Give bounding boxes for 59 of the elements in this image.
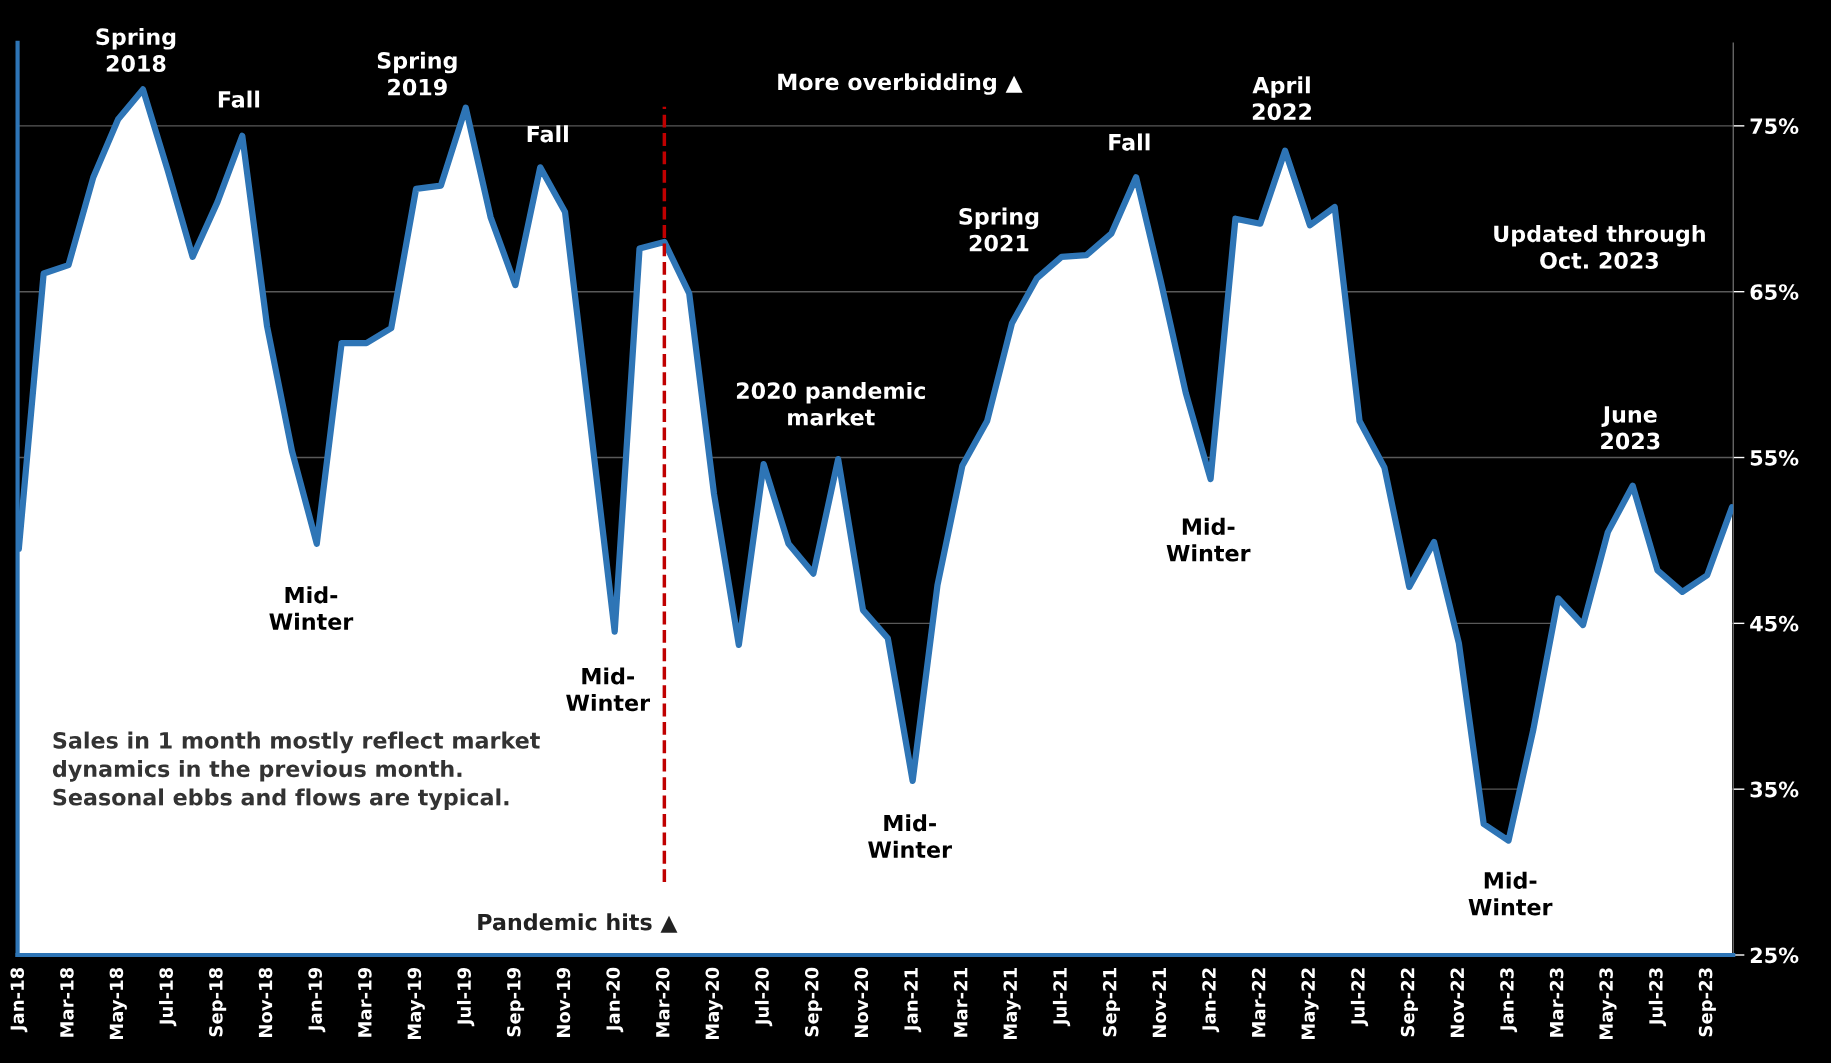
x-tick-label: Mar-20 bbox=[655, 967, 670, 1037]
x-tick-label: Jan-23 bbox=[1500, 968, 1518, 1033]
x-tick-label: Mar-22 bbox=[1251, 968, 1266, 1037]
x-tick-label: May-20 bbox=[705, 967, 723, 1040]
x-tick-label: Jul-20 bbox=[754, 967, 773, 1027]
x-tick-label: Jan-22 bbox=[1202, 968, 1220, 1033]
y-tick-label: 25% bbox=[1750, 947, 1799, 964]
annotation: More overbidding ▲ bbox=[778, 73, 1023, 95]
y-tick-label: 65% bbox=[1750, 284, 1799, 300]
x-tick-label: Nov-21 bbox=[1152, 968, 1167, 1038]
x-tick-label: May-22 bbox=[1301, 968, 1319, 1040]
x-tick-label: Sep-19 bbox=[506, 967, 525, 1037]
y-tick-label: 45% bbox=[1750, 615, 1799, 632]
x-tick-label: Nov-18 bbox=[258, 967, 273, 1038]
x-tick-label: Jan-21 bbox=[904, 968, 922, 1033]
x-tick-label: Sep-18 bbox=[209, 967, 227, 1037]
x-tick-label: Nov-19 bbox=[556, 967, 571, 1038]
x-tick-label: Jul-21 bbox=[1052, 968, 1071, 1027]
annotation: Fall bbox=[218, 90, 260, 108]
annotation: June 2023 bbox=[1601, 406, 1660, 450]
annotation: Sales in 1 month mostly reflect market dynamics in the previous month. Seasonal ebbs and flows are typical. bbox=[52, 731, 540, 811]
x-tick-label: Sep-21 bbox=[1102, 968, 1121, 1037]
annotation: Mid- Winter bbox=[868, 814, 952, 858]
x-tick-label: Jul-23 bbox=[1648, 968, 1667, 1027]
annotation: Mid- Winter bbox=[1166, 517, 1251, 562]
annotation: April 2022 bbox=[1252, 76, 1311, 121]
x-tick-label: Sep-20 bbox=[804, 967, 823, 1037]
x-tick-label: Jul-19 bbox=[456, 967, 475, 1027]
x-tick-label: Jul-18 bbox=[159, 967, 177, 1027]
annotation: Fall bbox=[527, 125, 568, 143]
x-tick-label: Mar-23 bbox=[1549, 968, 1564, 1037]
x-tick-label: Mar-21 bbox=[953, 968, 968, 1037]
x-tick-label: Jan-20 bbox=[606, 967, 624, 1033]
annotation: Fall bbox=[1109, 133, 1150, 151]
x-tick-label: May-21 bbox=[1003, 968, 1021, 1040]
x-tick-label: Nov-22 bbox=[1450, 968, 1465, 1038]
annotation: Mid- Winter bbox=[269, 586, 354, 630]
x-tick-label: Jul-22 bbox=[1350, 968, 1369, 1027]
x-tick-label: May-19 bbox=[407, 967, 425, 1040]
y-tick-label: 55% bbox=[1750, 449, 1799, 466]
x-tick-label: May-23 bbox=[1599, 968, 1617, 1040]
x-tick-label: Mar-18 bbox=[60, 967, 74, 1037]
x-tick-label: Jan-18 bbox=[10, 967, 28, 1033]
annotation: Spring 2019 bbox=[377, 51, 457, 96]
annotation: Mid- Winter bbox=[1468, 871, 1553, 916]
annotation: Updated through Oct. 2023 bbox=[1494, 224, 1705, 269]
annotation: Mid- Winter bbox=[566, 667, 650, 712]
x-tick-label: Sep-22 bbox=[1400, 968, 1418, 1037]
annotation: 2020 pandemic market bbox=[736, 381, 925, 426]
y-tick-label: 35% bbox=[1750, 781, 1799, 798]
annotation: Spring 2018 bbox=[96, 27, 176, 72]
x-tick-label: Jan-19 bbox=[308, 967, 326, 1033]
annotation: Spring 2021 bbox=[959, 207, 1039, 252]
y-tick-label: 75% bbox=[1750, 118, 1799, 135]
ref-line-label: Pandemic hits ▲ bbox=[478, 913, 678, 933]
x-tick-label: Sep-23 bbox=[1698, 968, 1716, 1037]
x-tick-label: May-18 bbox=[109, 967, 127, 1040]
x-tick-label: Mar-19 bbox=[358, 967, 372, 1037]
x-tick-label: Nov-20 bbox=[854, 967, 869, 1038]
